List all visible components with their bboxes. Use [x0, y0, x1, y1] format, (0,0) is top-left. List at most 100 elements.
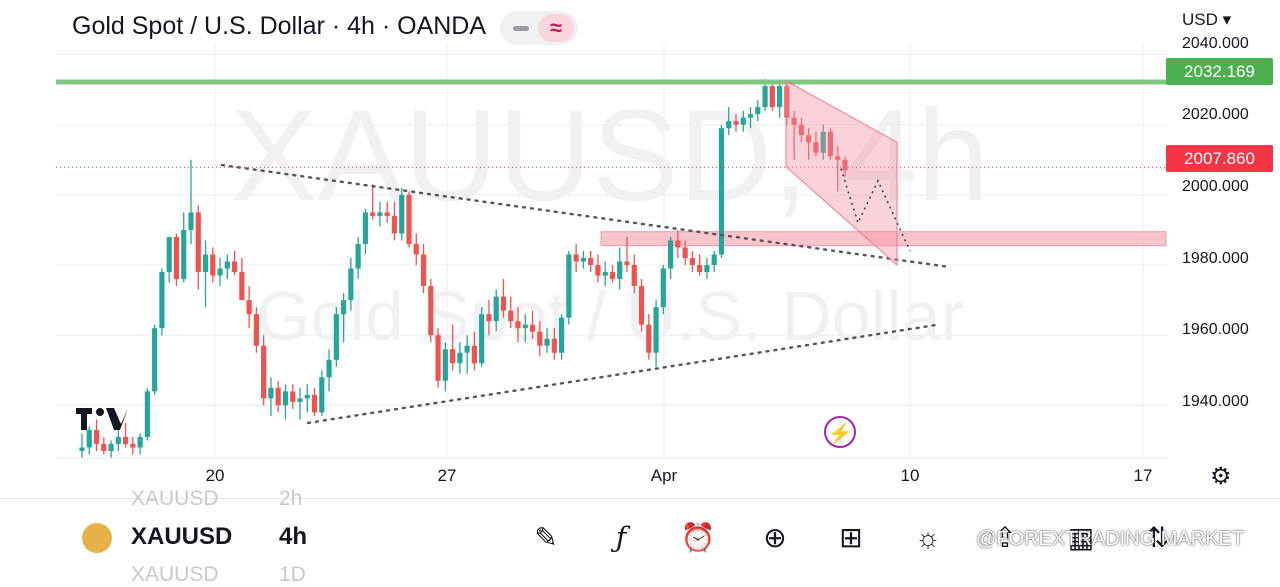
candle-body [224, 261, 230, 269]
candle-body [580, 258, 586, 262]
bottom-toolbar: XAUUSD 2h XAUUSD 1D [0, 487, 1280, 586]
candle-body [93, 429, 100, 444]
candle-body [130, 443, 136, 448]
wave-icon[interactable]: ≈ [538, 14, 574, 42]
candle-body [566, 254, 572, 318]
price-label: 1960.000 [1182, 321, 1249, 338]
candle-body [820, 131, 826, 153]
candle-body [740, 117, 746, 125]
candle-body [747, 114, 754, 118]
demand-zone [600, 231, 1167, 247]
candle-body [769, 86, 775, 108]
candle-body [508, 310, 514, 322]
candle-body [609, 272, 616, 280]
price-label: 2020.000 [1182, 106, 1249, 123]
currency-label: USD [1182, 10, 1218, 29]
candle-body [515, 321, 521, 329]
currency-selector[interactable]: USD ▾ [1182, 10, 1231, 30]
candle-body [355, 243, 361, 269]
candle-body [733, 121, 739, 125]
layout-icon[interactable]: ⊞ [839, 522, 863, 553]
candle-body [537, 331, 543, 346]
candle-body [479, 314, 485, 364]
candle-body [726, 121, 732, 129]
candle-body [115, 436, 121, 444]
price-label: 2040.000 [1182, 35, 1249, 52]
candle-body [159, 272, 165, 329]
draw-icon[interactable]: ✎ [534, 522, 558, 553]
candle-body [311, 394, 318, 413]
candle-body [275, 387, 281, 406]
candle-body [304, 394, 310, 399]
candle-body [166, 236, 172, 273]
price-label: 2000.000 [1182, 178, 1249, 195]
candle-body [370, 212, 376, 216]
prev-symbol-ghost: XAUUSD [131, 487, 219, 510]
candle-body [333, 314, 339, 360]
candle-body [486, 314, 492, 322]
candle-body [181, 229, 187, 280]
gold-symbol-icon [82, 523, 112, 553]
candle-body [842, 159, 848, 171]
candle-body [653, 307, 659, 353]
candle-body [835, 156, 841, 160]
candle-body [704, 265, 710, 273]
candle-body [784, 86, 790, 118]
candle-body [617, 261, 623, 280]
candle-body [573, 254, 579, 262]
candle-body [391, 215, 398, 234]
chevron-down-icon: ▾ [1222, 10, 1232, 29]
candle-body [806, 135, 812, 143]
candle-body [646, 324, 652, 353]
next-symbol-ghost: XAUUSD [131, 563, 219, 586]
candle-body [348, 268, 354, 301]
candle-body [559, 317, 565, 353]
candle-body [144, 391, 150, 437]
candle-body [282, 391, 289, 406]
flash-icon[interactable]: ⚡ [824, 416, 856, 448]
candle-body [791, 117, 797, 125]
candle-body [602, 272, 608, 276]
candle-body [290, 391, 296, 402]
candle-body [522, 324, 528, 329]
candle-body [377, 212, 383, 216]
chart-title[interactable]: Gold Spot / U.S. Dollar · 4h · OANDA [72, 12, 487, 40]
candle-body [399, 194, 405, 234]
add-icon[interactable]: ⊕ [763, 522, 787, 553]
collapse-icon[interactable] [506, 14, 536, 42]
descending-channel [785, 79, 898, 267]
indicators-icon[interactable]: ƒ [615, 521, 627, 554]
candle-body [413, 243, 419, 255]
alert-icon[interactable]: ⏰ [680, 522, 716, 553]
chart-type-toggle[interactable]: ≈ [500, 11, 578, 45]
candle-body [152, 328, 158, 392]
settings-gear-icon[interactable]: ⚙ [1210, 463, 1232, 490]
candle-body [588, 258, 594, 266]
ideas-icon[interactable]: ☼ [915, 522, 941, 553]
candle-body [544, 338, 550, 346]
candle-body [464, 345, 470, 353]
candle-body [210, 254, 216, 276]
candle-body [697, 265, 703, 273]
candle-body [297, 398, 303, 402]
timeframe-selector[interactable]: 4h [279, 523, 308, 550]
time-label: 20 [205, 466, 225, 485]
compare-icon[interactable]: ⇅ [1146, 522, 1170, 553]
candle-body [428, 286, 434, 336]
candle-body [529, 324, 536, 332]
calendar-icon[interactable]: ▦ [1067, 522, 1095, 553]
tradingview-logo-icon [76, 408, 128, 430]
price-chart[interactable]: XAUUSD, 4h Gold Spot / U.S. Dollar [0, 0, 1280, 498]
share-icon[interactable]: ⇪ [993, 522, 1017, 553]
candle-body [384, 212, 390, 216]
candle-body [798, 124, 804, 136]
candle-body [195, 212, 201, 273]
candle-body [239, 272, 245, 301]
candle-body [682, 247, 688, 259]
candle-body [253, 314, 259, 346]
resistance-price-tag: 2032.169 [1166, 58, 1273, 85]
candle-body [232, 261, 238, 273]
candle-body [827, 131, 834, 157]
time-label: 10 [900, 466, 920, 485]
symbol-selector[interactable]: XAUUSD [131, 523, 233, 550]
